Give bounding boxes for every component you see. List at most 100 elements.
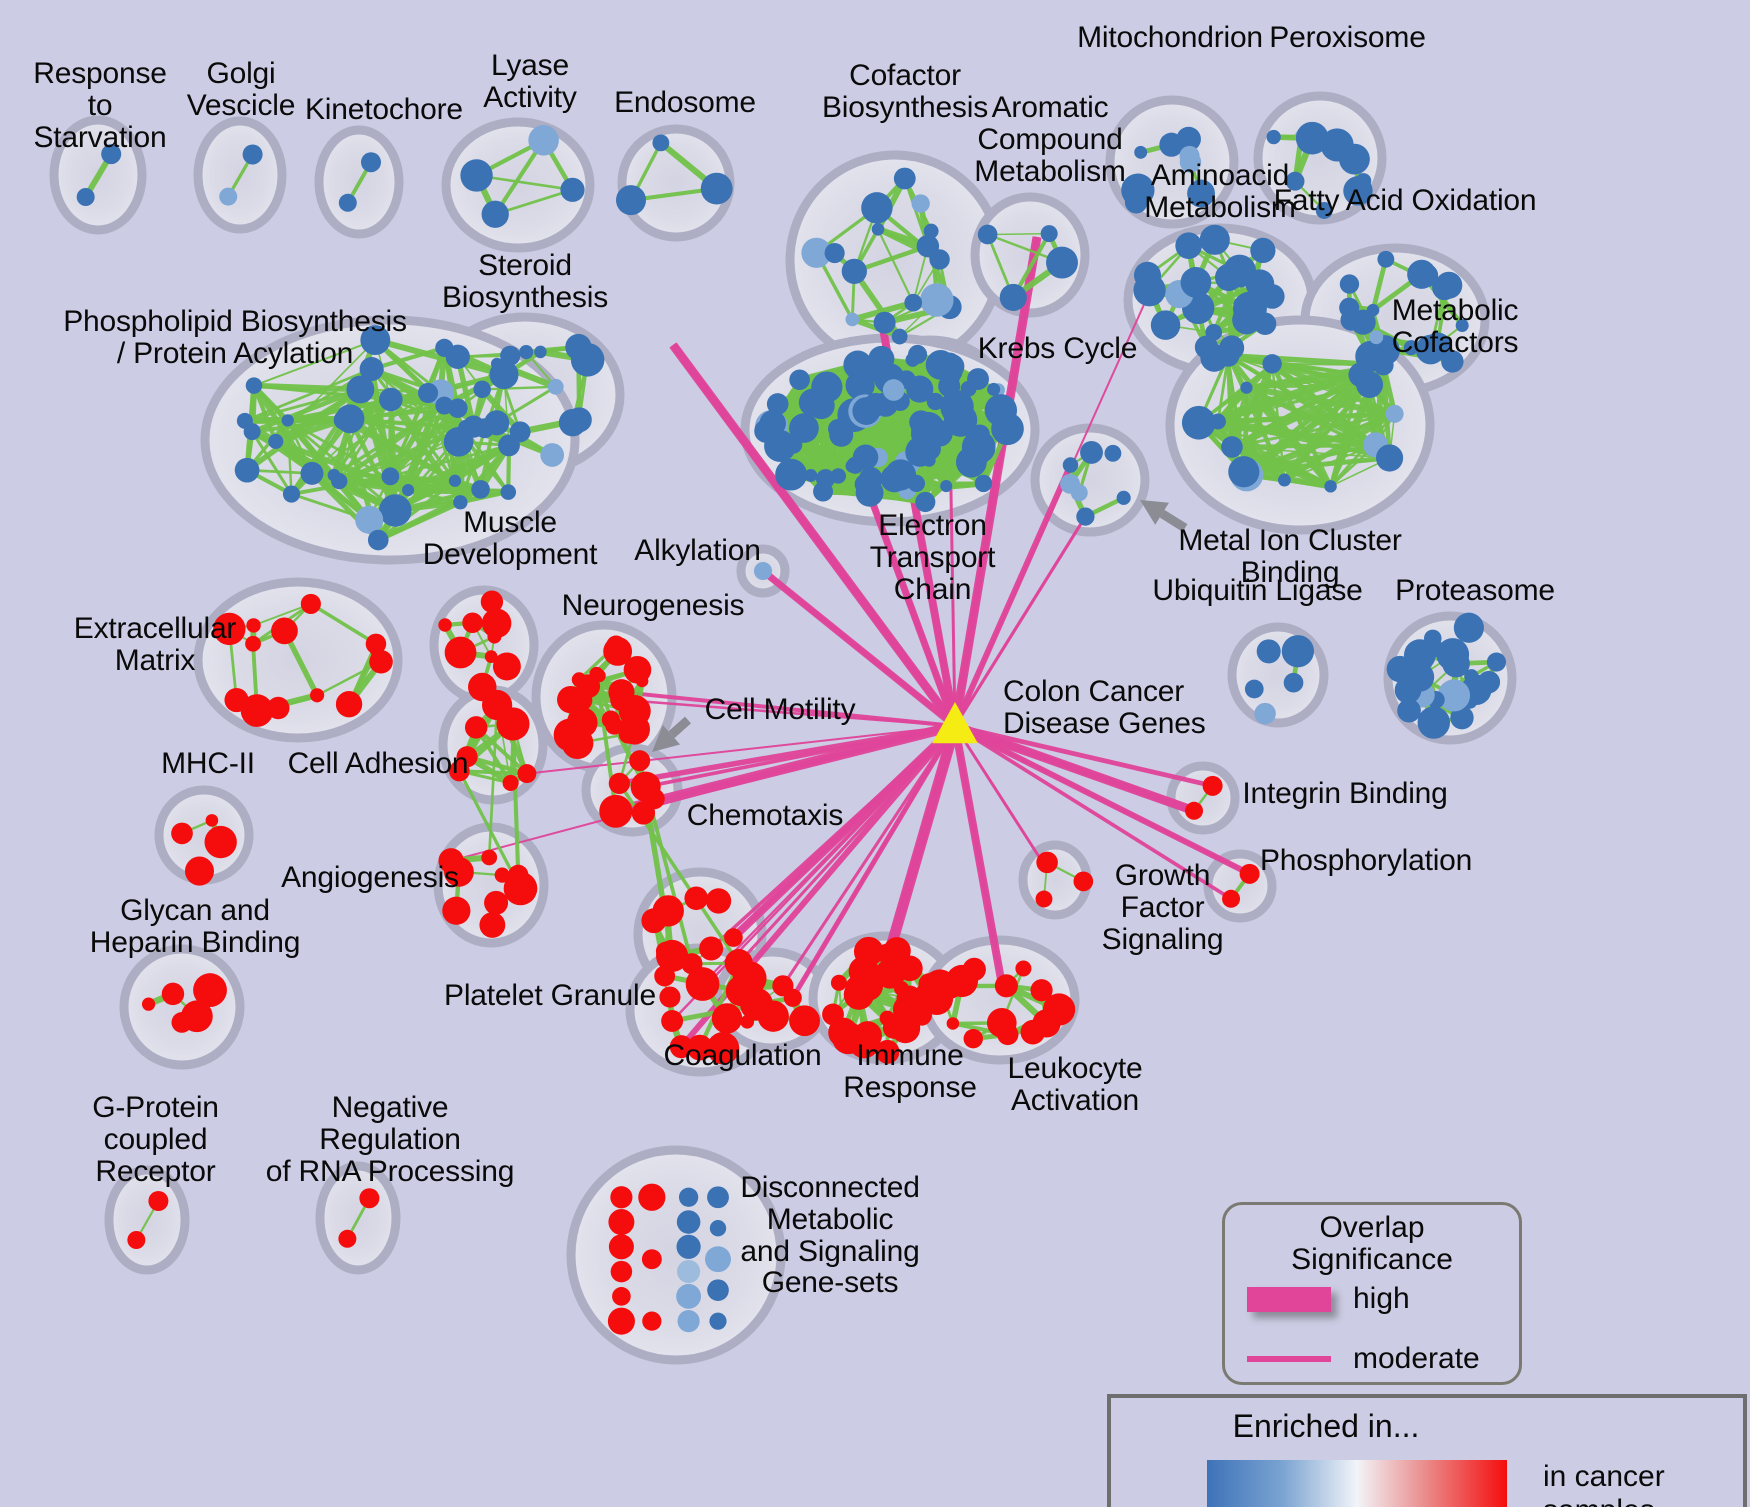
gene-set-node: [193, 973, 227, 1007]
gene-set-node: [1179, 145, 1200, 167]
gene-set-edge: [272, 417, 347, 445]
legend-label-moderate: moderate: [1353, 1342, 1480, 1376]
gene-set-node: [1020, 1019, 1046, 1045]
gene-set-node: [875, 1039, 900, 1064]
gene-set-node: [841, 258, 867, 284]
legend-colorbar-wrap: Down Up: [1207, 1460, 1507, 1507]
gene-set-edge: [332, 403, 446, 477]
gene-set-node: [623, 655, 652, 684]
gene-set-node: [76, 188, 95, 206]
gene-set-node: [654, 965, 676, 987]
gene-set-node: [924, 417, 943, 436]
gene-set-node: [801, 237, 832, 268]
gene-set-edge: [1245, 383, 1371, 389]
gene-set-node: [775, 458, 807, 491]
gene-set-node: [685, 967, 720, 1001]
gene-set-node: [481, 849, 498, 866]
hub-edge: [701, 725, 956, 985]
gene-set-node: [361, 152, 381, 173]
gene-set-edge: [458, 372, 506, 505]
legend-enrichment-note: in cancer samples vs. controls: [1543, 1460, 1665, 1507]
gene-set-node: [789, 369, 810, 391]
gene-set-node: [607, 1307, 635, 1335]
gene-set-node: [417, 382, 439, 404]
gene-set-node: [1116, 490, 1131, 505]
gene-set-node: [1239, 863, 1260, 884]
gene-set-node: [1080, 441, 1103, 464]
gene-set-node: [630, 771, 661, 802]
gene-set-node: [327, 468, 341, 482]
gene-set-edge: [332, 397, 393, 477]
gene-set-node: [1181, 405, 1216, 440]
gene-set-node: [606, 635, 626, 656]
gene-set-node: [1180, 267, 1212, 298]
hub-edge: [781, 725, 957, 987]
gene-set-node: [1194, 335, 1219, 359]
gene-set-node: [1222, 889, 1241, 908]
inter-cluster-edge: [510, 721, 521, 877]
gene-set-node: [540, 443, 565, 467]
gene-set-edge: [359, 388, 468, 429]
hub-node-triangle[interactable]: [932, 702, 978, 744]
gene-set-node: [783, 988, 802, 1007]
gene-set-node: [845, 459, 859, 473]
gene-set-node: [977, 224, 998, 245]
gene-set-node-layer: [76, 121, 1507, 1335]
gene-set-node: [615, 185, 647, 216]
hub-edge: [618, 723, 956, 787]
cluster-halo: [566, 1145, 786, 1365]
gene-set-node: [610, 1260, 633, 1283]
hub-node-layer[interactable]: [932, 702, 978, 744]
gene-set-node: [335, 691, 363, 718]
gene-set-node: [453, 495, 468, 510]
gene-set-node: [759, 410, 786, 437]
gene-set-node: [893, 167, 916, 190]
gene-set-node: [1215, 263, 1243, 292]
gene-set-node: [1042, 993, 1076, 1026]
gene-set-node: [1035, 890, 1053, 908]
gene-set-node: [547, 378, 564, 395]
gene-set-node: [897, 955, 923, 982]
gene-set-node: [987, 382, 1001, 396]
gene-set-node: [906, 375, 934, 403]
gene-set-edge: [393, 490, 510, 512]
gene-set-node: [558, 408, 587, 437]
gene-set-node: [1254, 702, 1276, 725]
gene-set-node: [589, 666, 604, 682]
gene-set-node: [929, 249, 950, 270]
gene-set-node: [1060, 473, 1080, 494]
legend-overlap-significance: Overlap Significance high moderate: [1222, 1202, 1522, 1385]
gene-set-node: [1339, 297, 1360, 318]
gene-set-node: [642, 1311, 662, 1331]
gene-set-node: [994, 974, 1018, 998]
gene-set-node: [1403, 340, 1419, 356]
gene-set-edge: [1370, 256, 1389, 313]
gene-set-node: [435, 338, 454, 357]
gene-set-edge: [404, 486, 512, 496]
gene-set-node: [1262, 354, 1282, 374]
gene-set-node: [1339, 274, 1360, 294]
gene-set-edge: [252, 602, 312, 627]
gene-set-edge: [338, 440, 460, 483]
gene-set-node: [677, 1260, 701, 1284]
gene-set-node: [338, 193, 357, 212]
gene-set-node: [863, 392, 888, 417]
gene-set-node: [661, 1010, 684, 1032]
gene-set-node: [171, 822, 193, 845]
gene-set-node: [678, 1187, 699, 1207]
gene-set-node: [815, 469, 836, 489]
gene-set-node: [1062, 457, 1079, 473]
gene-set-node: [608, 679, 635, 706]
annotation-arrow-layer: [652, 500, 1188, 752]
hub-edge: [761, 569, 957, 728]
gene-set-node: [502, 774, 519, 791]
gene-set-node: [1295, 121, 1329, 155]
gene-set-node: [1315, 201, 1333, 219]
gene-set-node: [1277, 473, 1291, 487]
gene-set-node: [346, 375, 375, 404]
gene-set-node: [1266, 129, 1281, 145]
gene-set-node: [508, 864, 529, 886]
gene-set-node: [828, 1017, 859, 1048]
legend-colorbar: [1207, 1460, 1507, 1507]
